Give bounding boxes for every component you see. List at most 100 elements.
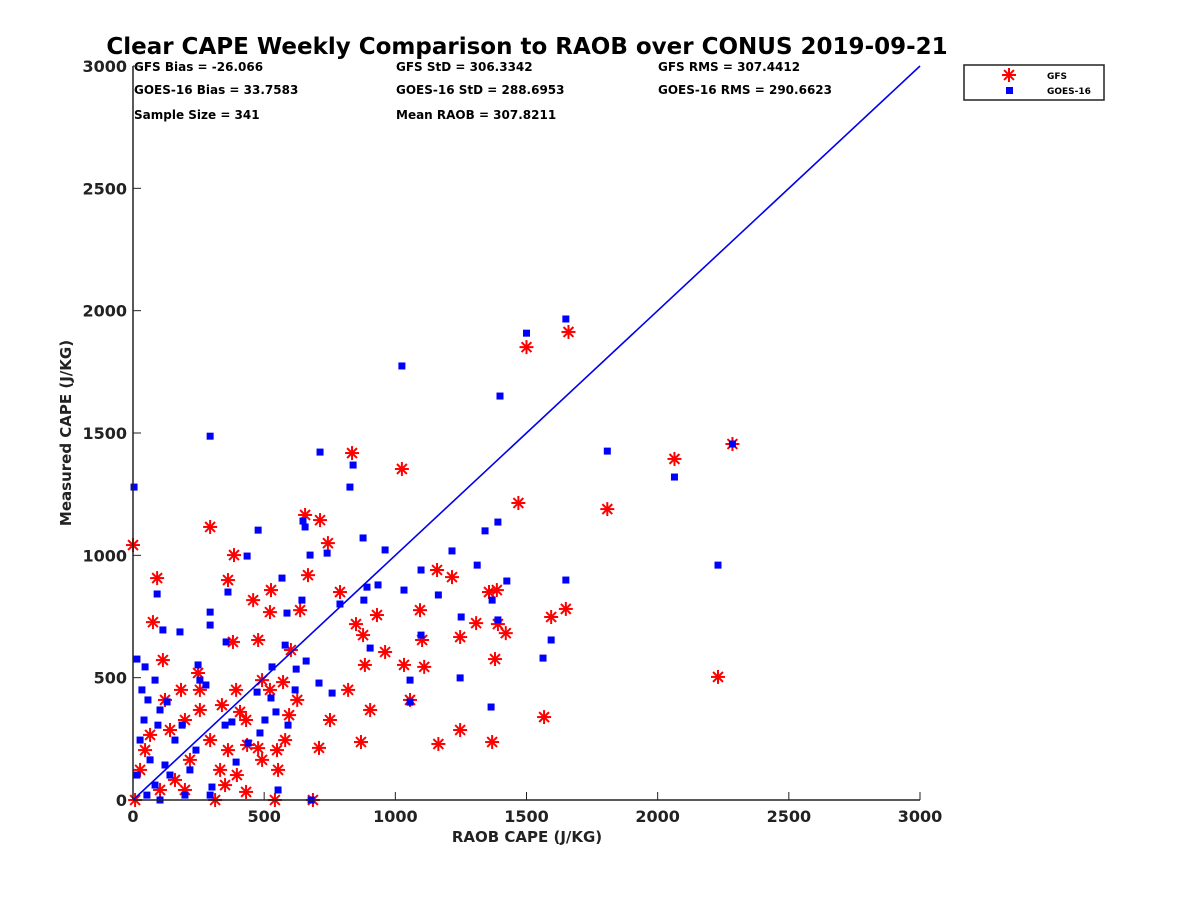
- gfs-point: [251, 632, 266, 647]
- goes16-point: [224, 588, 232, 596]
- goes16-point: [346, 483, 354, 491]
- goes16-point: [316, 448, 324, 456]
- x-tick-label: 1000: [373, 807, 418, 826]
- goes16-point: [171, 736, 179, 744]
- legend-asterisk-icon: [1002, 68, 1016, 82]
- stat-goes-std: GOES-16 StD = 288.6953: [396, 83, 565, 97]
- goes16-point: [206, 608, 214, 616]
- goes16-point: [417, 631, 425, 639]
- gfs-point: [353, 735, 368, 750]
- gfs-point: [203, 733, 218, 748]
- x-axis-label: RAOB CAPE (J/KG): [452, 828, 602, 846]
- gfs-point: [220, 573, 235, 588]
- goes16-point: [186, 766, 194, 774]
- goes16-point: [292, 665, 300, 673]
- goes16-point: [206, 621, 214, 629]
- goes16-point: [144, 696, 152, 704]
- gfs-point: [290, 692, 305, 707]
- stat-goes-bias: GOES-16 Bias = 33.7583: [134, 83, 298, 97]
- gfs-point: [150, 571, 165, 586]
- gfs-point: [138, 743, 153, 758]
- goes16-point: [562, 315, 570, 323]
- gfs-point: [453, 723, 468, 738]
- y-tick-label: 3000: [82, 57, 127, 76]
- gfs-point: [561, 324, 576, 339]
- stat-gfs-rms: GFS RMS = 307.4412: [658, 60, 800, 74]
- legend-goes-label: GOES-16: [1047, 87, 1091, 97]
- goes16-point: [274, 786, 282, 794]
- x-tick-label: 2500: [767, 807, 812, 826]
- goes16-point: [473, 561, 481, 569]
- gfs-point: [145, 615, 160, 630]
- goes16-point: [306, 551, 314, 559]
- gfs-point: [229, 768, 244, 783]
- goes16-point: [133, 655, 141, 663]
- goes16-point: [381, 546, 389, 554]
- goes16-point: [417, 566, 425, 574]
- goes16-point: [253, 688, 261, 696]
- goes16-point: [243, 552, 251, 560]
- gfs-point: [218, 778, 233, 793]
- gfs-point: [348, 617, 363, 632]
- goes16-point: [181, 791, 189, 799]
- gfs-point: [239, 712, 254, 727]
- gfs-point: [488, 652, 503, 667]
- legend-gfs-label: GFS: [1047, 72, 1067, 82]
- goes16-point: [151, 676, 159, 684]
- goes16-point: [323, 549, 331, 557]
- gfs-point: [262, 682, 277, 697]
- gfs-point: [311, 740, 326, 755]
- gfs-point: [174, 682, 189, 697]
- gfs-point: [711, 669, 726, 684]
- gfs-point: [162, 723, 177, 738]
- gfs-point: [233, 704, 248, 719]
- goes16-point: [221, 721, 229, 729]
- gfs-point: [356, 628, 371, 643]
- legend: GFS GOES-16: [963, 64, 1105, 101]
- goes16-point: [603, 447, 611, 455]
- gfs-point: [293, 603, 308, 618]
- gfs-point: [341, 682, 356, 697]
- gfs-point: [412, 603, 427, 618]
- goes16-point: [481, 527, 489, 535]
- goes16-point: [281, 641, 289, 649]
- gfs-point: [143, 727, 158, 742]
- stat-mean-raob: Mean RAOB = 307.8211: [396, 108, 556, 122]
- goes16-point: [488, 596, 496, 604]
- gfs-point: [278, 733, 293, 748]
- goes16-point: [302, 657, 310, 665]
- gfs-point: [378, 644, 393, 659]
- goes16-point: [130, 483, 138, 491]
- stat-gfs-std: GFS StD = 306.3342: [396, 60, 533, 74]
- goes16-point: [349, 461, 357, 469]
- chart-title: Clear CAPE Weekly Comparison to RAOB ove…: [106, 34, 947, 60]
- goes16-point: [268, 663, 276, 671]
- gfs-point: [155, 653, 170, 668]
- gfs-point: [430, 563, 445, 578]
- goes16-point: [166, 771, 174, 779]
- one-to-one-line: [132, 65, 921, 801]
- gfs-point: [239, 784, 254, 799]
- gfs-point: [417, 659, 432, 674]
- gfs-point: [262, 605, 277, 620]
- goes16-point: [670, 473, 678, 481]
- goes16-point: [299, 517, 307, 525]
- goes16-point: [523, 329, 530, 337]
- gfs-point: [444, 570, 459, 585]
- goes16-point: [178, 721, 186, 729]
- gfs-point: [558, 601, 573, 616]
- goes16-point: [176, 628, 184, 636]
- gfs-point: [519, 340, 534, 355]
- goes16-point: [136, 736, 144, 744]
- goes16-point: [547, 636, 555, 644]
- gfs-point: [600, 502, 615, 517]
- goes16-point: [503, 577, 511, 585]
- stat-sample-size: Sample Size = 341: [134, 108, 260, 122]
- goes16-point: [400, 586, 408, 594]
- goes16-point: [261, 716, 269, 724]
- goes16-point: [222, 638, 230, 646]
- gfs-point: [498, 626, 513, 641]
- x-tick-label: 1500: [504, 807, 549, 826]
- goes16-point: [192, 746, 200, 754]
